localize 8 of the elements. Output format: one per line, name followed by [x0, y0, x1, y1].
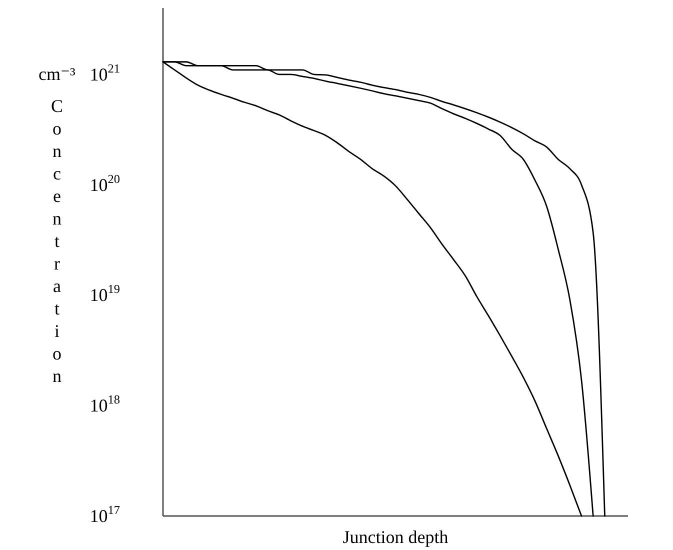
- x-axis-title: Junction depth: [342, 527, 448, 547]
- y-tick-label: 10$^{21}$: [90, 62, 120, 85]
- y-tick-label: 10$^{20}$: [90, 172, 120, 195]
- text: cm⁻³: [38, 64, 76, 84]
- y-tick-label: 10$^{18}$: [90, 392, 120, 416]
- text: Concentration: [50, 96, 64, 386]
- y-tick-label: 10$^{19}$: [90, 282, 120, 306]
- y-tick-label: 10$^{17}$: [90, 503, 120, 526]
